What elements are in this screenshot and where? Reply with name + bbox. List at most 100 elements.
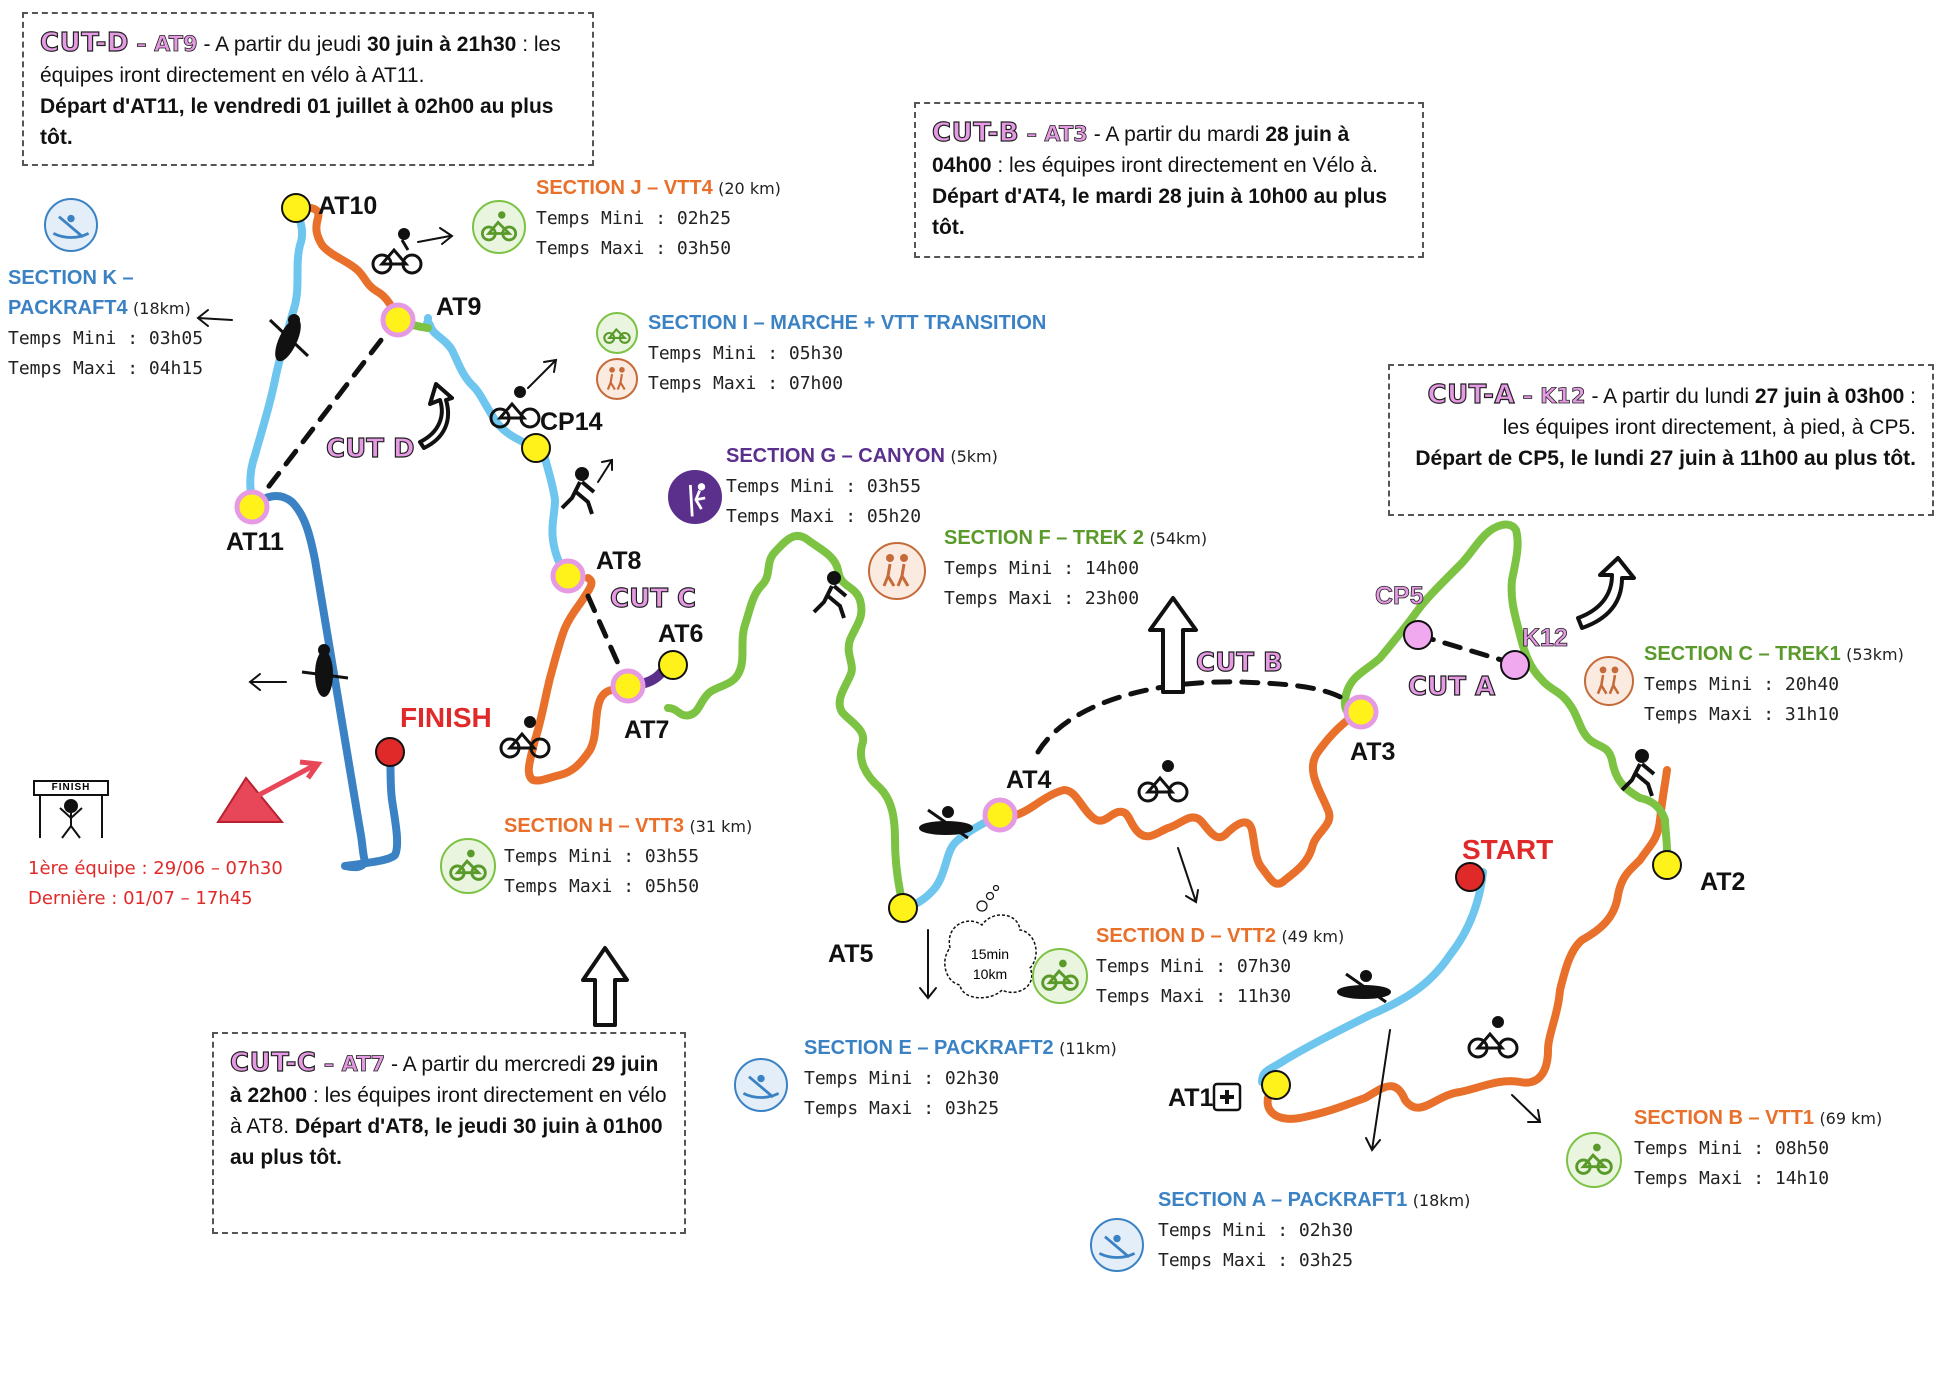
section-c: SECTION C – TREK1 (53km) Temps Mini : 20…	[1644, 640, 1904, 730]
label-start: START	[1462, 834, 1554, 865]
cut-d-bold1: 30 juin à 21h30	[366, 33, 517, 56]
cut-b-title: CUT-B	[931, 117, 1020, 148]
bike-icon	[1566, 1132, 1622, 1188]
point-finish	[375, 737, 405, 767]
route-section-j	[292, 203, 402, 322]
finish-cone-icon	[216, 759, 323, 823]
cut-a-title: CUT-A	[1427, 379, 1516, 410]
label-at11: AT11	[226, 528, 284, 556]
hikers-icon	[1584, 656, 1634, 706]
cut-b-bold2: Départ d'AT4, le mardi 28 juin à 10h00 a…	[932, 185, 1388, 239]
label-at7: AT7	[624, 716, 670, 744]
cut-d-text1: - A partir du jeudi	[197, 33, 367, 56]
section-g-dist: (5km)	[950, 447, 998, 466]
climber-icon	[668, 470, 722, 524]
section-a: SECTION A – PACKRAFT1 (18km) Temps Mini …	[1158, 1186, 1470, 1276]
cut-c-box: CUT-C – AT7 - A partir du mercredi 29 ju…	[212, 1032, 686, 1234]
section-g-maxi: Temps Maxi : 05h20	[726, 506, 922, 527]
section-b: SECTION B – VTT1 (69 km) Temps Mini : 08…	[1634, 1104, 1882, 1194]
section-h: SECTION H – VTT3 (31 km) Temps Mini : 03…	[504, 812, 752, 902]
label-at10: AT10	[318, 192, 378, 220]
cut-a-bold1: 27 juin à 03h00	[1754, 385, 1905, 408]
point-cp14	[521, 433, 551, 463]
section-c-mini: Temps Mini : 20h40	[1644, 674, 1840, 695]
finish-line-icon	[33, 780, 109, 839]
section-k-mini: Temps Mini : 03h05	[8, 328, 204, 349]
first-aid-icon	[1212, 1082, 1242, 1112]
arrow-icon	[1177, 847, 1199, 904]
cut-a-text1: - A partir du lundi	[1585, 385, 1755, 408]
route-section-final	[249, 492, 402, 872]
cut-b-sep: –	[1019, 122, 1045, 147]
route-section-b	[1263, 766, 1671, 1123]
kayak-icon	[919, 806, 973, 840]
cut-label-c: CUT C	[609, 583, 697, 614]
section-e-title: SECTION E – PACKRAFT2	[804, 1037, 1054, 1059]
label-at4: AT4	[1006, 766, 1052, 794]
label-cp14: CP14	[540, 408, 603, 436]
transition-line1: 15min	[970, 946, 1010, 962]
kayak-icon	[1337, 970, 1391, 1004]
cut-c-title: CUT-C	[229, 1047, 317, 1078]
route-section-d	[996, 708, 1364, 888]
cut-b-bold1: 28 juin à 04h00	[932, 123, 1350, 177]
kayak-icon	[44, 198, 98, 252]
bike-icon	[1137, 760, 1189, 803]
section-i: SECTION I – MARCHE + VTT TRANSITION Temp…	[648, 309, 1046, 399]
cut-d-sep: –	[128, 32, 155, 57]
section-d-mini: Temps Mini : 07h30	[1096, 956, 1292, 977]
section-c-title: SECTION C – TREK1	[1644, 643, 1841, 665]
point-at7	[610, 668, 646, 704]
kayak-icon	[1090, 1218, 1144, 1272]
bike-icon	[1032, 948, 1088, 1004]
cut-c-point: AT7	[341, 1052, 386, 1077]
result-last-team: Dernière : 01/07 – 17h45	[28, 888, 253, 909]
label-at3: AT3	[1350, 738, 1396, 766]
section-d: SECTION D – VTT2 (49 km) Temps Mini : 07…	[1096, 922, 1344, 1012]
section-a-title: SECTION A – PACKRAFT1	[1158, 1189, 1408, 1211]
point-at11	[234, 489, 270, 525]
label-at2: AT2	[1700, 868, 1746, 896]
section-f-mini: Temps Mini : 14h00	[944, 558, 1140, 579]
section-k: SECTION K – PACKRAFT4 (18km) Temps Mini …	[8, 264, 203, 384]
curved-arrow-icon	[1576, 556, 1636, 630]
cut-a-sep: –	[1515, 384, 1541, 409]
section-a-maxi: Temps Maxi : 03h25	[1158, 1250, 1354, 1271]
big-arrow-up-icon	[581, 946, 629, 1027]
section-f: SECTION F – TREK 2 (54km) Temps Mini : 1…	[944, 524, 1207, 614]
curved-arrow-icon	[418, 382, 454, 450]
arrow-icon	[1365, 1029, 1391, 1152]
section-i-mini: Temps Mini : 05h30	[648, 343, 844, 364]
result-first-team: 1ère équipe : 29/06 – 07h30	[28, 858, 283, 879]
cut-c-text1: - A partir du mercredi	[385, 1053, 592, 1076]
section-e-dist: (11km)	[1059, 1039, 1117, 1058]
cut-c-bold2: Départ d'AT8, le jeudi 30 juin à 01h00 a…	[230, 1115, 663, 1169]
cut-d-text2: : les équipes iront directement en vélo …	[40, 33, 561, 87]
section-i-title: SECTION I – MARCHE + VTT TRANSITION	[648, 312, 1047, 334]
cut-d-bold2: Départ d'AT11, le vendredi 01 juillet à …	[40, 95, 554, 149]
section-h-title: SECTION H – VTT3	[504, 815, 685, 837]
section-j-mini: Temps Mini : 02h25	[536, 208, 732, 229]
arrow-icon	[527, 358, 558, 389]
cut-line-d	[250, 315, 401, 510]
kayak-icon	[734, 1058, 788, 1112]
hiker-icon	[812, 571, 848, 619]
cut-d-title: CUT-D	[39, 27, 129, 58]
label-at5: AT5	[828, 940, 874, 968]
section-h-maxi: Temps Maxi : 05h50	[504, 876, 700, 897]
section-e-mini: Temps Mini : 02h30	[804, 1068, 1000, 1089]
arrow-icon	[597, 458, 613, 483]
section-i-maxi: Temps Maxi : 07h00	[648, 373, 844, 394]
point-at10	[281, 193, 311, 223]
hiker-icon	[560, 467, 596, 515]
cut-c-text2: : les équipes iront directement en vélo …	[230, 1084, 667, 1138]
label-at9: AT9	[436, 293, 482, 321]
cut-a-point: K12	[1540, 384, 1586, 409]
section-f-title: SECTION F – TREK 2	[944, 527, 1145, 549]
arrow-icon	[1511, 1094, 1542, 1123]
point-at3	[1343, 694, 1379, 730]
hikers-icon	[596, 358, 638, 400]
route-section-a	[1258, 868, 1487, 1086]
route-section-h	[524, 574, 632, 785]
